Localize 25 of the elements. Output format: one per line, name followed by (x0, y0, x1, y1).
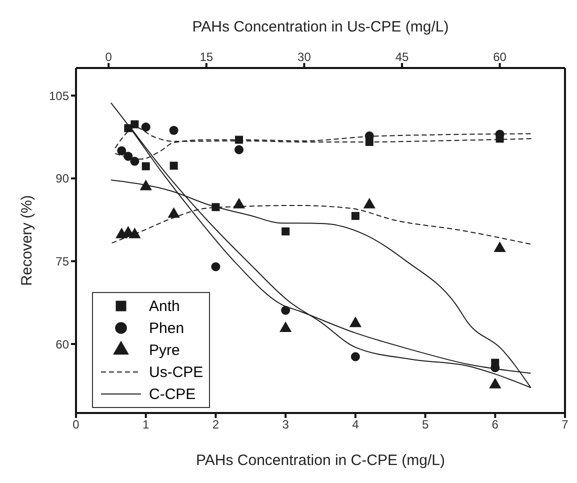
x-tick-label: 5 (422, 418, 429, 432)
legend-label: Anth (149, 298, 180, 314)
y-tick-label: 90 (56, 172, 70, 186)
legend-label: Us-CPE (149, 364, 204, 380)
legend-label: Phen (149, 320, 184, 336)
x-tick-label: 3 (282, 418, 290, 432)
y-tick-label: 75 (56, 254, 70, 268)
x-tick-label: 2 (212, 418, 220, 432)
x2-tick-label: 60 (493, 50, 507, 64)
x-tick-label: 6 (492, 418, 499, 432)
x2-tick-label: 30 (298, 50, 312, 64)
x-axis-title: PAHs Concentration in C-CPE (mg/L) (196, 452, 445, 469)
y-tick-label: 60 (56, 337, 70, 352)
x-tick-label: 4 (352, 418, 360, 432)
x2-tick-label: 45 (395, 50, 409, 64)
x-tick-label: 0 (72, 418, 80, 432)
x-tick-label: 1 (142, 418, 150, 432)
legend-label: C-CPE (149, 386, 196, 402)
legend-label: Pyre (149, 342, 180, 358)
y-tick-label: 105 (48, 88, 70, 103)
x-tick-label: 7 (562, 418, 569, 432)
y-axis-title: Recovery (%) (18, 195, 36, 286)
x2-axis-title: PAHs Concentration in Us-CPE (mg/L) (192, 18, 449, 36)
x2-tick-label: 0 (105, 50, 112, 64)
x2-tick-label: 15 (200, 50, 214, 64)
